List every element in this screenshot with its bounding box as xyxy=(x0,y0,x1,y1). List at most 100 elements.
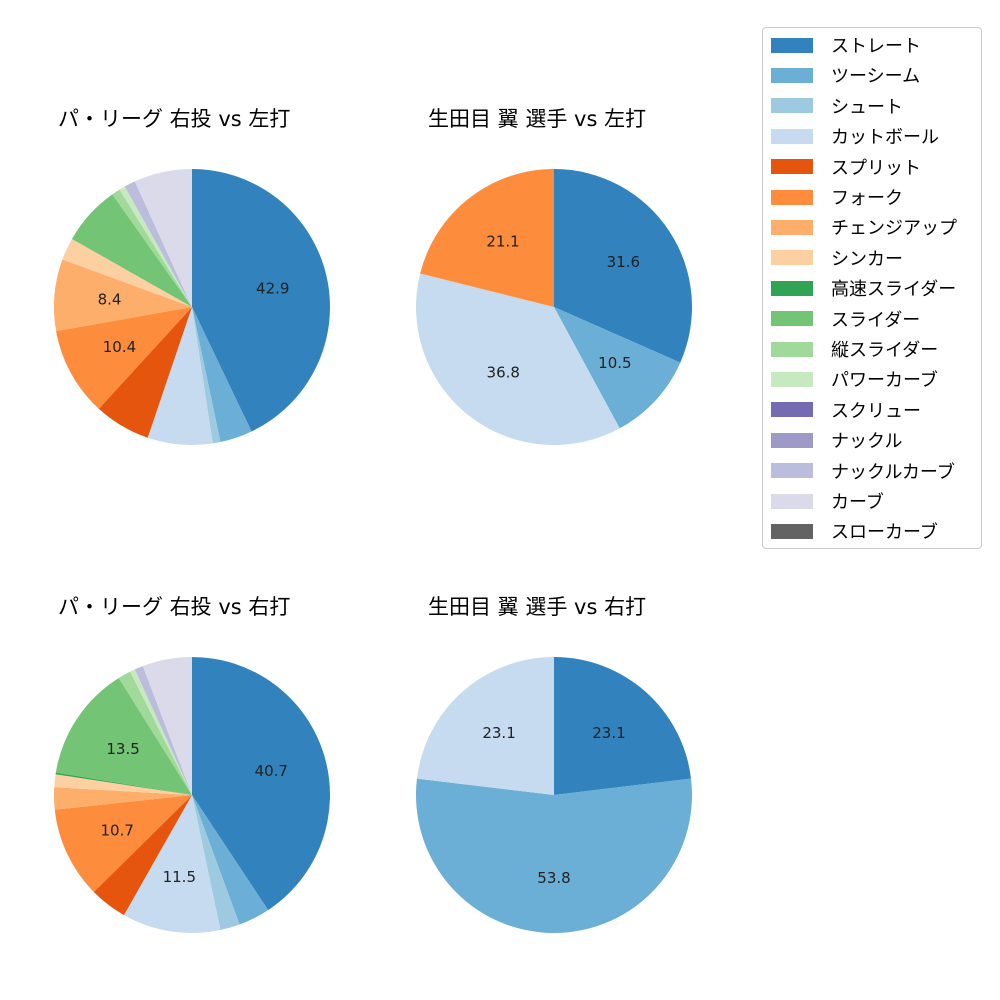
pie-slice xyxy=(54,259,193,332)
legend-label: ツーシーム xyxy=(831,66,921,88)
pie-slice xyxy=(55,772,193,795)
legend-label: チェンジアップ xyxy=(831,218,957,240)
slice-value-label: 21.1 xyxy=(486,233,519,251)
legend-swatch xyxy=(771,523,813,539)
legend-label: 高速スライダー xyxy=(831,279,957,301)
slice-value-label: 10.7 xyxy=(100,821,133,839)
legend-item: ストレート xyxy=(771,30,921,60)
chart-title-top-right: 生田目 翼 選手 vs 左打 xyxy=(428,107,647,131)
legend-label: 縦スライダー xyxy=(831,340,939,361)
legend-label: カットボール xyxy=(831,127,939,149)
legend-label: スローカーブ xyxy=(831,522,938,544)
legend-swatch xyxy=(771,98,813,114)
pie-slice xyxy=(54,795,192,892)
pie-slice xyxy=(554,169,692,363)
pie-slice xyxy=(192,657,331,911)
legend-label: ナックル xyxy=(831,431,903,453)
pie-slice xyxy=(124,181,192,307)
pie-slice xyxy=(93,795,192,916)
chart-title-bottom-right: 生田目 翼 選手 vs 右打 xyxy=(428,595,647,619)
legend-label: シュート xyxy=(831,96,903,118)
slice-value-label: 23.1 xyxy=(592,724,625,742)
legend-item: フォーク xyxy=(771,182,903,212)
pie-slice xyxy=(415,273,620,446)
pie-slice xyxy=(192,307,221,444)
slice-value-label: 42.9 xyxy=(256,280,289,298)
legend-label: シンカー xyxy=(831,248,903,270)
legend-label: フォーク xyxy=(831,188,903,209)
pie-slice xyxy=(416,657,554,795)
legend-label: スプリット xyxy=(831,157,921,179)
pie-slice xyxy=(112,189,192,307)
legend-item: パワーカーブ xyxy=(771,364,938,394)
slice-value-label: 31.6 xyxy=(607,253,640,271)
pie-slice xyxy=(147,307,213,445)
pie-chart-player-vs-left: 31.6 10.5 36.8 21.1 xyxy=(415,169,692,446)
legend-item: スクリュー xyxy=(771,395,921,425)
legend-swatch xyxy=(771,493,813,509)
legend-label: スクリュー xyxy=(831,400,921,422)
pie-slice xyxy=(420,169,554,307)
legend-item: 縦スライダー xyxy=(771,334,938,364)
pie-slice xyxy=(56,307,192,409)
pie-chart-player-vs-right: 23.1 53.8 23.1 xyxy=(416,657,692,933)
legend-item: カーブ xyxy=(771,486,884,516)
legend-label: パワーカーブ xyxy=(831,370,938,392)
legend-item: シンカー xyxy=(771,243,903,273)
legend: ストレートツーシームシュートカットボール スプリットフォークチェンジアップ シンカー… xyxy=(762,27,982,549)
pie-slice xyxy=(54,774,193,795)
legend-item: スライダー xyxy=(771,304,920,334)
legend-item: シュート xyxy=(771,91,903,121)
pie-slice xyxy=(71,194,192,307)
pie-slice xyxy=(55,678,192,795)
pie-slice xyxy=(134,169,192,307)
pie-slice xyxy=(554,307,681,429)
slice-value-label: 36.8 xyxy=(487,363,520,381)
pie-slice xyxy=(134,666,192,795)
pie-slice xyxy=(119,186,192,307)
pie-slice xyxy=(554,657,692,795)
legend-item: 高速スライダー xyxy=(771,273,956,303)
legend-swatch xyxy=(771,341,813,357)
slice-value-label: 40.7 xyxy=(255,762,288,780)
pie-slice xyxy=(416,778,692,933)
legend-item: チェンジアップ xyxy=(771,212,957,242)
legend-label: スライダー xyxy=(831,309,921,331)
pie-slice xyxy=(192,795,269,925)
legend-item: スプリット xyxy=(771,152,921,182)
pie-slice xyxy=(54,787,192,810)
pie-slice xyxy=(124,795,221,934)
slice-value-label: 23.1 xyxy=(482,724,515,742)
legend-item: ナックル xyxy=(771,425,902,455)
legend-swatch xyxy=(771,128,813,144)
pie-slice xyxy=(118,671,192,795)
slice-value-label: 10.4 xyxy=(103,338,136,356)
pie-slice xyxy=(130,669,192,795)
pie-slice xyxy=(98,307,192,438)
pie-chart-league-vs-right: 40.7 11.5 10.7 13.5 xyxy=(54,657,331,934)
legend-swatch xyxy=(771,432,813,448)
legend-swatch xyxy=(771,159,813,175)
legend-swatch xyxy=(771,189,813,205)
pie-slice xyxy=(192,795,240,931)
slice-value-label: 10.5 xyxy=(598,354,631,372)
legend-swatch xyxy=(771,311,813,327)
slice-value-label: 11.5 xyxy=(163,868,196,886)
slice-value-label: 8.4 xyxy=(98,291,122,309)
legend-item: ナックルカーブ xyxy=(771,456,955,486)
legend-label: ナックルカーブ xyxy=(831,461,955,483)
chart-title-bottom-left: パ・リーグ 右投 vs 右打 xyxy=(58,595,291,619)
chart-title-top-left: パ・リーグ 右投 vs 左打 xyxy=(58,107,291,131)
legend-label: カーブ xyxy=(831,492,884,513)
slice-value-label: 13.5 xyxy=(106,740,139,758)
legend-item: カットボール xyxy=(771,121,939,151)
slice-value-label: 53.8 xyxy=(537,869,570,887)
legend-item: スローカーブ xyxy=(771,516,938,546)
legend-item: ツーシーム xyxy=(771,60,920,90)
pie-slice xyxy=(192,307,252,443)
legend-swatch xyxy=(771,37,813,53)
legend-label: ストレート xyxy=(831,36,921,57)
pie-chart-league-vs-left: 42.9 10.4 8.4 xyxy=(54,169,330,445)
pie-slice xyxy=(192,169,330,432)
